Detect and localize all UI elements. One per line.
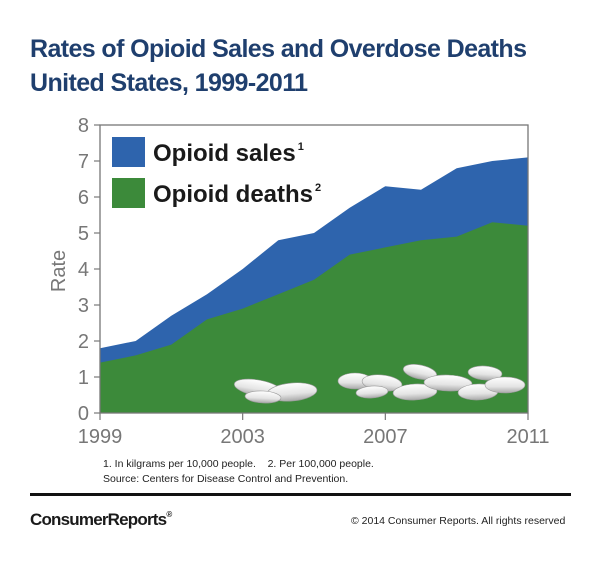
pill-icon xyxy=(423,374,473,392)
y-tick-label: 2 xyxy=(78,331,89,353)
y-tick-label: 3 xyxy=(78,295,89,317)
y-tick-label: 6 xyxy=(78,187,89,209)
pill-icon xyxy=(484,376,526,394)
pill-icon xyxy=(355,385,389,399)
y-tick-label: 5 xyxy=(78,223,89,245)
legend-swatch xyxy=(112,137,145,167)
footnote-units: 1. In kilgrams per 10,000 people. 2. Per… xyxy=(103,458,374,470)
y-tick-label: 0 xyxy=(78,403,89,425)
legend-swatch xyxy=(112,178,145,208)
y-tick-label: 4 xyxy=(78,259,89,281)
title-line-1: Rates of Opioid Sales and Overdose Death… xyxy=(30,35,527,63)
legend-label: Opioid sales 1 xyxy=(153,140,304,167)
title-line-2: United States, 1999-2011 xyxy=(30,69,308,97)
footnote-source: Source: Centers for Disease Control and … xyxy=(103,473,349,485)
footnotes: 1. In kilgrams per 10,000 people. 2. Per… xyxy=(103,457,374,487)
brand-registered-mark: ® xyxy=(166,510,173,519)
copyright-notice: © 2014 Consumer Reports. All rights rese… xyxy=(351,515,566,527)
x-tick-label: 2003 xyxy=(220,426,265,448)
divider xyxy=(30,493,571,496)
y-tick-label: 1 xyxy=(78,367,89,389)
brand-name: ConsumerReports xyxy=(30,510,167,529)
x-tick-label: 1999 xyxy=(78,426,123,448)
y-tick-label: 8 xyxy=(78,115,89,137)
pill-icon xyxy=(467,365,503,381)
area-chart: 0 1 2 3 4 5 6 7 8 1999 2003 2007 2011 Opioid sales 1… xyxy=(48,115,550,448)
pill-icon xyxy=(392,383,438,401)
x-tick-label: 2007 xyxy=(363,426,408,448)
x-tick-label: 2011 xyxy=(506,426,549,448)
pill-icon xyxy=(244,390,282,404)
y-axis-ticks: 0 1 2 3 4 5 6 7 8 xyxy=(78,115,100,425)
y-axis-label: Rate xyxy=(48,250,70,292)
consumer-reports-logo: ConsumerReports® xyxy=(30,510,172,530)
chart-title: Rates of Opioid Sales and Overdose Death… xyxy=(30,32,527,100)
x-axis-ticks: 1999 2003 2007 2011 xyxy=(78,413,550,448)
pills-illustration xyxy=(234,363,526,404)
y-tick-label: 7 xyxy=(78,151,89,173)
legend-label: Opioid deaths 2 xyxy=(153,181,321,208)
legend: Opioid sales 1 Opioid deaths 2 xyxy=(112,137,321,208)
